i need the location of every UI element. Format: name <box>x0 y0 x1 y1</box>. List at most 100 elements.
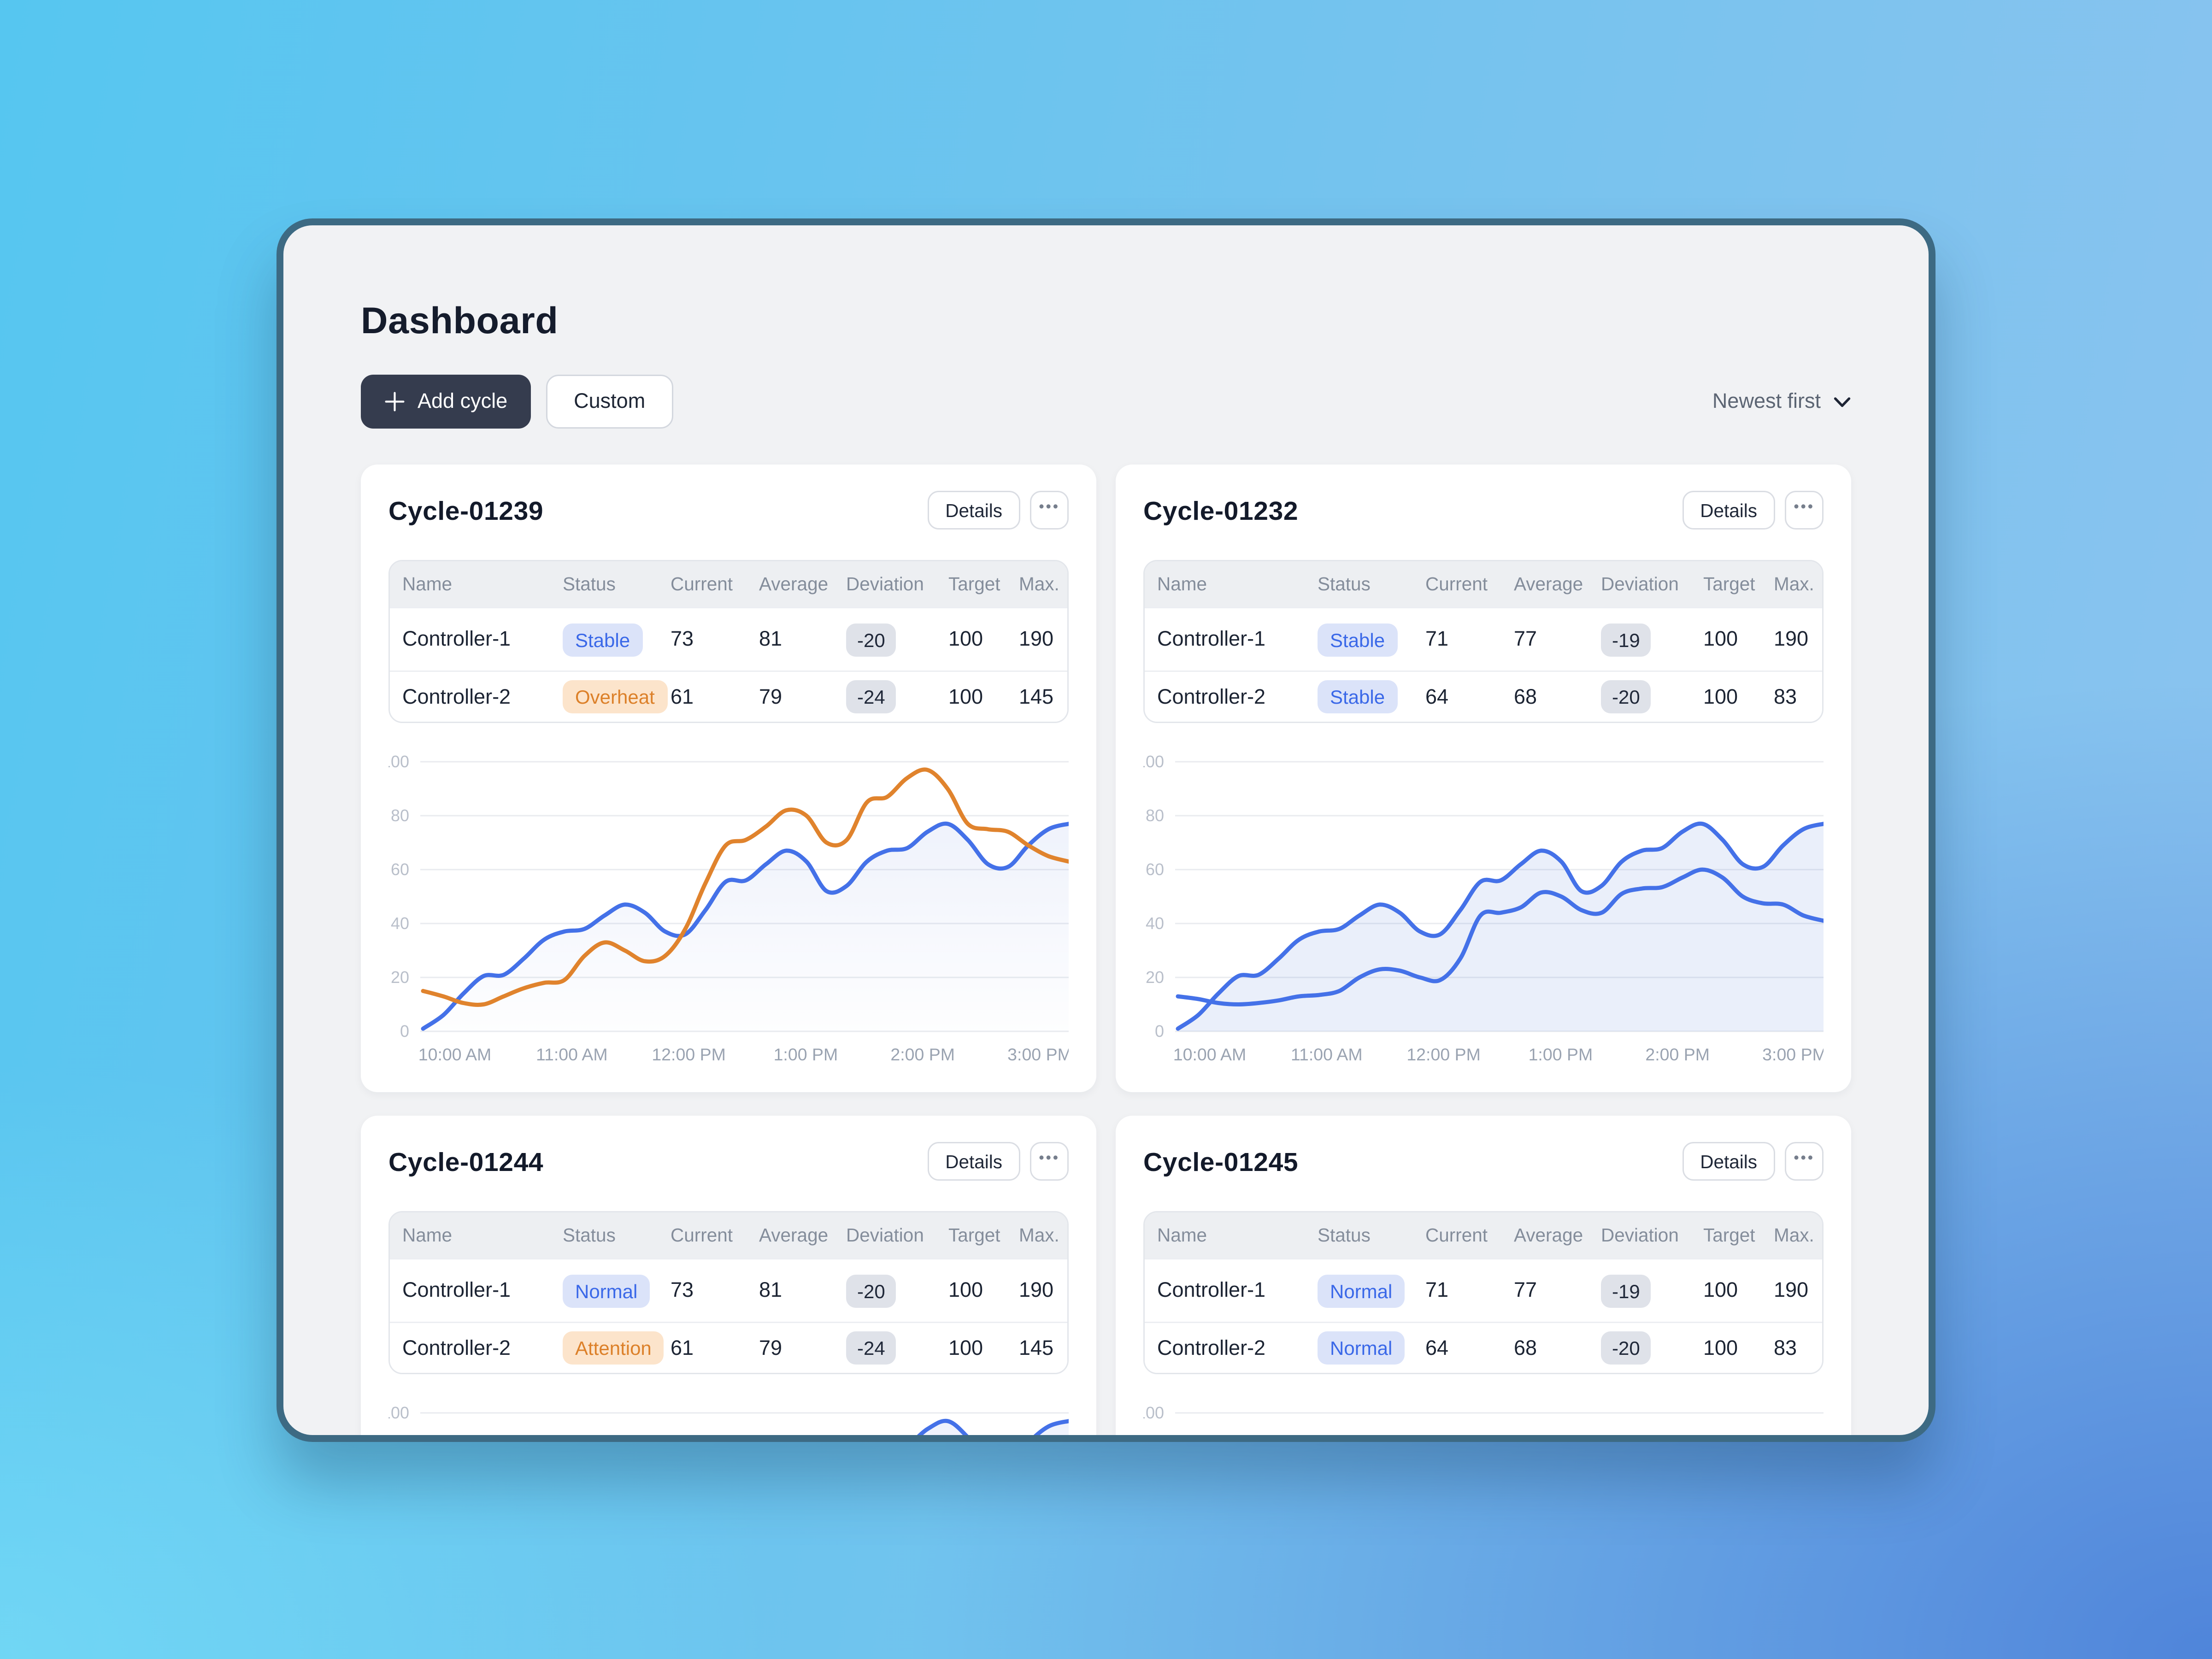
header-cell-max: Max. <box>1774 1225 1814 1246</box>
custom-button[interactable]: Custom <box>546 375 673 429</box>
cell-target: 100 <box>1703 1336 1738 1360</box>
cell-max: 190 <box>1774 1279 1809 1302</box>
x-axis-label: 12:00 PM <box>652 1045 726 1064</box>
menu-button[interactable]: ••• <box>1030 1142 1069 1181</box>
header-cell-status: Status <box>563 574 616 594</box>
cell-status: Normal <box>1305 1274 1413 1307</box>
cell-status: Normal <box>1305 1331 1413 1365</box>
ellipsis-icon: ••• <box>1794 498 1815 515</box>
cell-deviation: -19 <box>1588 1274 1691 1307</box>
cell-status: Attention <box>550 1331 664 1365</box>
details-button[interactable]: Details <box>927 491 1020 529</box>
series-area-controller-1 <box>423 824 1069 1031</box>
x-axis-label: 2:00 PM <box>890 1045 955 1064</box>
y-axis-label: 100 <box>388 1403 409 1422</box>
header-cell-max: Max. <box>1019 1225 1059 1246</box>
menu-button[interactable]: ••• <box>1785 491 1824 529</box>
deviation-badge: -19 <box>1601 623 1651 656</box>
header-cell-target: Target <box>948 1225 1000 1246</box>
header-cell-average: Average <box>759 1225 829 1246</box>
header-cell-target: Target <box>1703 574 1755 594</box>
cell-max: 145 <box>1019 1336 1054 1360</box>
details-button[interactable]: Details <box>1682 491 1775 529</box>
header-cell-deviation: Deviation <box>846 574 924 594</box>
table-row: Controller-2 Stable 64 68 -20 100 83 <box>1145 671 1822 722</box>
cell-max: 190 <box>1019 1279 1054 1302</box>
cycle-card: Cycle-01245 Details ••• Name Status Curren… <box>1116 1116 1851 1435</box>
metrics-table: Name Status Current Average Deviation Target M… <box>388 1211 1069 1374</box>
header-cell-current: Current <box>1425 574 1488 594</box>
y-axis-label: 100 <box>388 752 409 771</box>
cell-deviation: -19 <box>1588 623 1691 656</box>
header-cell-average: Average <box>1514 1225 1583 1246</box>
table-row: Controller-1 Normal 71 77 -19 100 190 <box>1145 1258 1822 1322</box>
x-axis-label: 3:00 PM <box>1762 1045 1824 1064</box>
custom-label: Custom <box>574 390 646 413</box>
deviation-badge: -20 <box>1601 1331 1651 1365</box>
x-axis-label: 1:00 PM <box>1529 1045 1593 1064</box>
header-cell-status: Status <box>563 1225 616 1246</box>
y-axis-label: 80 <box>1146 806 1164 825</box>
details-button[interactable]: Details <box>1682 1142 1775 1181</box>
y-axis-label: 20 <box>1146 968 1164 987</box>
x-axis-label: 11:00 AM <box>536 1045 608 1064</box>
cell-average: 68 <box>1514 1336 1537 1360</box>
header-cell-average: Average <box>759 574 829 594</box>
header-cell-average: Average <box>1514 574 1583 594</box>
cell-name: Controller-2 <box>1157 685 1266 709</box>
x-axis-label: 11:00 AM <box>1291 1045 1363 1064</box>
cell-average: 79 <box>759 1336 782 1360</box>
cell-max: 83 <box>1774 685 1797 709</box>
menu-button[interactable]: ••• <box>1030 491 1069 529</box>
cell-average: 77 <box>1514 1279 1537 1302</box>
x-axis-label: 10:00 AM <box>418 1045 491 1064</box>
cell-current: 61 <box>671 685 694 709</box>
x-axis-label: 3:00 PM <box>1007 1045 1069 1064</box>
cell-current: 71 <box>1425 628 1449 651</box>
cell-average: 68 <box>1514 685 1537 709</box>
header-cell-current: Current <box>1425 1225 1488 1246</box>
deviation-badge: -20 <box>846 1274 896 1307</box>
toolbar: Add cycle Custom Newest first <box>361 375 1851 429</box>
series-area-controller-1 <box>1178 824 1824 1031</box>
cell-deviation: -20 <box>1588 1331 1691 1365</box>
cell-status: Stable <box>1305 623 1413 656</box>
cell-current: 73 <box>671 628 694 651</box>
table-row: Controller-2 Attention 61 79 -24 100 145 <box>390 1322 1067 1373</box>
series-line-controller-1 <box>917 1418 1069 1435</box>
cell-average: 81 <box>759 1279 782 1302</box>
metrics-table: Name Status Current Average Deviation Target M… <box>1143 1211 1824 1374</box>
deviation-badge: -19 <box>1601 1274 1651 1307</box>
card-actions: Details ••• <box>1682 491 1824 529</box>
table-header-row: Name Status Current Average Deviation Target M… <box>390 1212 1067 1258</box>
details-button[interactable]: Details <box>927 1142 1020 1181</box>
cell-target: 100 <box>1703 628 1738 651</box>
x-axis-label: 12:00 PM <box>1406 1045 1481 1064</box>
cycle-card: Cycle-01244 Details ••• Name Status Curren… <box>361 1116 1096 1435</box>
add-cycle-button[interactable]: Add cycle <box>361 375 531 429</box>
cell-target: 100 <box>1703 1279 1738 1302</box>
header-cell-target: Target <box>1703 1225 1755 1246</box>
cell-target: 100 <box>948 1336 983 1360</box>
plus-icon <box>384 391 405 412</box>
cell-max: 83 <box>1774 1336 1797 1360</box>
table-body: Controller-1 Stable 73 81 -20 100 190 Controlle… <box>390 607 1067 722</box>
series-line-controller-2 <box>1176 867 1824 1006</box>
cell-deviation: -20 <box>834 1274 936 1307</box>
status-badge: Overheat <box>563 680 667 713</box>
add-cycle-label: Add cycle <box>418 390 508 413</box>
cell-max: 190 <box>1774 628 1809 651</box>
menu-button[interactable]: ••• <box>1785 1142 1824 1181</box>
cell-target: 100 <box>1703 685 1738 709</box>
table-row: Controller-2 Overheat 61 79 -24 100 145 <box>390 671 1067 722</box>
header-cell-deviation: Deviation <box>846 1225 924 1246</box>
sort-dropdown[interactable]: Newest first <box>1712 390 1851 413</box>
header-cell-current: Current <box>671 574 733 594</box>
y-axis-label: 0 <box>1155 1022 1164 1041</box>
table-body: Controller-1 Normal 73 81 -20 100 190 Controlle… <box>390 1258 1067 1373</box>
cards-grid: Cycle-01239 Details ••• Name Status Curren… <box>361 465 1851 1435</box>
table-row: Controller-1 Stable 73 81 -20 100 190 <box>390 607 1067 671</box>
cell-deviation: -24 <box>834 1331 936 1365</box>
